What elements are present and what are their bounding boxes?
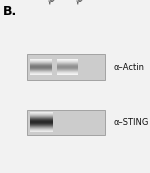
- Bar: [27, 54, 105, 80]
- Text: α–STING: α–STING: [114, 118, 149, 127]
- Bar: [27, 110, 105, 135]
- Text: A549-STING-KO: A549-STING-KO: [75, 0, 119, 6]
- Text: A549-WT: A549-WT: [46, 0, 74, 6]
- Text: B.: B.: [3, 5, 17, 18]
- Text: α–Actin: α–Actin: [114, 62, 145, 72]
